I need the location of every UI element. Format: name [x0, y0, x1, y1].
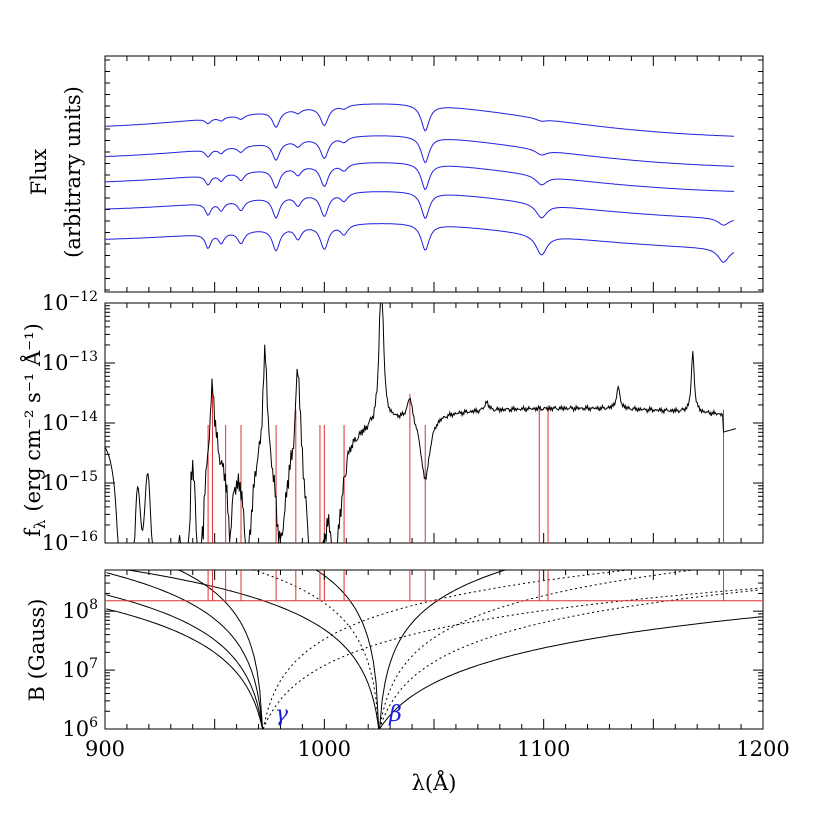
y-tick-label-exp: 8	[89, 597, 98, 613]
panel2-ylabel: fλ (erg cm⁻² s⁻¹ Å⁻¹)	[20, 323, 49, 537]
b-curve-gamma-6	[262, 587, 763, 730]
x-axis-label: λ(Å)	[412, 770, 457, 795]
b-curve-gamma-1	[177, 569, 264, 730]
panel2-ylabel-f: f	[21, 527, 45, 537]
panel1-curves	[104, 103, 735, 263]
b-curve-beta-7	[379, 616, 761, 730]
x-tick-label: 1000	[298, 737, 351, 761]
b-curve-beta-2	[252, 569, 380, 730]
observed-spectrum-line	[104, 302, 736, 544]
panel3-ticks	[104, 569, 764, 730]
model-spectrum-4	[105, 191, 735, 226]
panel3-ylabel: B (Gauss)	[25, 599, 49, 702]
panel2-curve	[104, 302, 736, 544]
y-tick-label-base: 10	[62, 658, 89, 682]
x-tick-label: 1200	[736, 737, 789, 761]
panel3-curves	[106, 569, 763, 730]
y-tick-label: 108	[62, 597, 98, 623]
y-tick-label: 10−15	[42, 469, 98, 495]
model-spectrum-1	[105, 103, 734, 137]
x-tick-label: 900	[85, 737, 125, 761]
model-spectrum-5	[104, 223, 735, 263]
y-tick-label-base: 10	[62, 599, 89, 623]
panel2-ylabel-units: (erg cm⁻² s⁻¹ Å⁻¹)	[20, 323, 45, 511]
y-tick-label: 10−16	[42, 529, 98, 555]
b-curve-gamma-2	[106, 572, 264, 730]
b-curve-gamma-4	[106, 608, 264, 730]
y-tick-label: 10−12	[42, 289, 98, 315]
y-tick-label-base: 10	[62, 717, 89, 741]
panel2-line-markers	[207, 391, 725, 543]
model-spectrum-3	[105, 162, 734, 192]
panel1-ylabel-line2: (arbitrary units)	[61, 86, 85, 258]
svg-text:fλ(erg cm⁻² s⁻¹ Å⁻¹): fλ (erg cm⁻² s⁻¹ Å⁻¹)	[20, 323, 49, 537]
panel1-frame	[104, 55, 764, 293]
y-tick-label-exp: 7	[89, 656, 98, 672]
y-tick-label-exp: 6	[89, 715, 98, 731]
y-tick-label-base: 10	[42, 471, 69, 495]
b-curve-beta-4	[379, 569, 506, 730]
y-tick-label-exp: −16	[68, 529, 98, 545]
y-tick-label-exp: −15	[68, 469, 98, 485]
y-tick-label-base: 10	[42, 531, 69, 555]
y-tick-label-exp: −13	[68, 349, 98, 365]
annotation-gamma: γ	[275, 702, 289, 727]
x-tick-labels: 900 1000 1100 1200	[85, 737, 790, 761]
model-spectrum-2	[104, 135, 734, 167]
panel1-ticks	[104, 56, 764, 292]
y-tick-label-base: 10	[42, 411, 69, 435]
b-curve-beta-3	[126, 569, 380, 730]
y-tick-label: 107	[62, 656, 98, 682]
y-tick-label: 10−13	[42, 349, 98, 375]
x-tick-label: 1100	[517, 737, 570, 761]
b-curve-gamma-3	[106, 594, 264, 730]
panel1-ylabel-line1: Flux	[27, 149, 51, 196]
y-tick-label: 10−14	[42, 409, 98, 435]
y-tick-label: 106	[62, 715, 98, 741]
panel2-ylabel-sub: λ	[31, 519, 49, 529]
panel-model-spectra: Flux (arbitrary units)	[27, 55, 764, 293]
b-curve-gamma-5	[262, 569, 631, 730]
y-tick-label-base: 10	[42, 291, 69, 315]
b-curve-beta-1	[315, 569, 380, 730]
panel2-ticks	[104, 302, 764, 544]
y-tick-label-exp: −14	[68, 409, 98, 425]
y-tick-label-exp: −12	[68, 289, 98, 305]
b-curve-beta-6	[379, 589, 761, 730]
panel3-frame	[104, 569, 764, 730]
b-curve-beta-5	[379, 569, 695, 730]
y-tick-label-base: 10	[42, 351, 69, 375]
annotation-beta: β	[388, 702, 402, 727]
